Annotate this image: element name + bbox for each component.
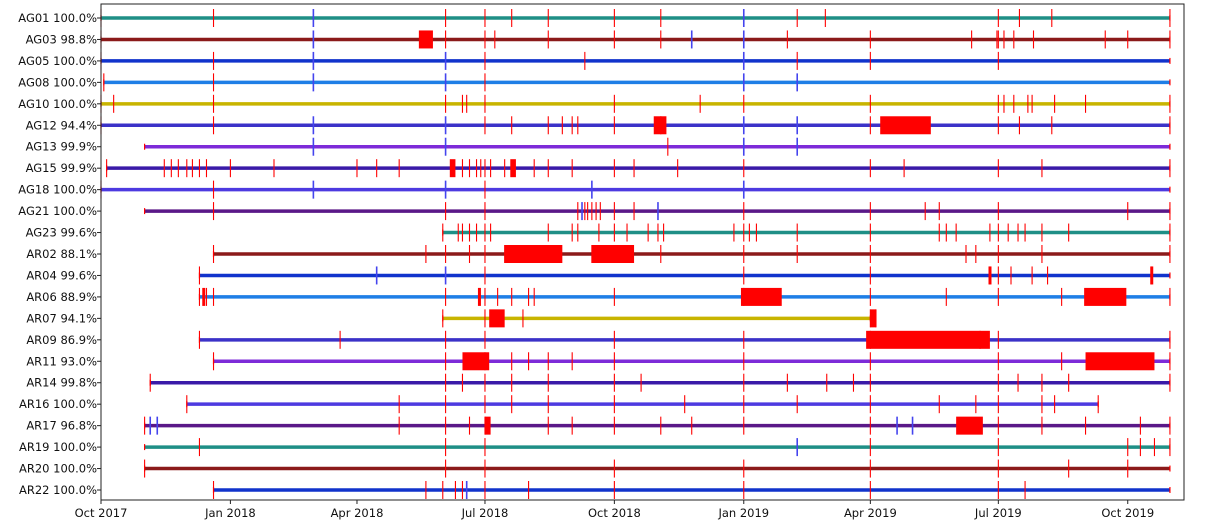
row-ag12 (100, 116, 1171, 135)
row-label: AG05 100.0% (18, 54, 97, 68)
x-tick-label: Jan 2019 (717, 506, 769, 520)
row-label: AG21 100.0% (18, 204, 97, 218)
data-gap (418, 30, 433, 49)
x-axis: Oct 2017 Jan 2018 Apr 2018 Jul 2018 Oct 2018… (75, 500, 1154, 520)
x-tick-label: Jan 2018 (204, 506, 256, 520)
data-gap (504, 245, 563, 263)
row-ar22 (212, 481, 1171, 499)
rows-layer (100, 9, 1171, 499)
data-gap (449, 159, 456, 178)
data-gap (956, 416, 983, 435)
row-label: AR16 100.0% (19, 397, 97, 411)
x-tick-label: Jul 2019 (974, 506, 1022, 520)
row-ar02 (212, 245, 1171, 263)
row-label: AG01 100.0% (18, 11, 97, 25)
data-gap (866, 330, 990, 349)
data-gap (1085, 352, 1155, 371)
row-ar17 (144, 416, 1171, 435)
data-gap (489, 309, 505, 328)
row-ar20 (144, 459, 1171, 478)
data-gap (202, 287, 206, 306)
row-ag21 (144, 202, 1171, 221)
data-gap (477, 287, 481, 306)
x-tick-label: Jul 2018 (461, 506, 509, 520)
row-label: AR14 99.8% (26, 376, 97, 390)
row-label: AG15 99.9% (26, 161, 97, 175)
row-label: AR09 86.9% (26, 333, 97, 347)
row-label: AR20 100.0% (19, 462, 97, 476)
x-tick-label: Oct 2017 (75, 506, 128, 520)
data-gap (510, 159, 516, 178)
row-ar04 (198, 266, 1171, 285)
x-tick-label: Oct 2018 (588, 506, 641, 520)
row-label: AG08 100.0% (18, 75, 97, 89)
row-ag03 (100, 30, 1171, 49)
row-label: AR17 96.8% (26, 419, 97, 433)
data-gap (880, 116, 931, 135)
data-gap (462, 352, 490, 371)
row-label: AG03 98.8% (26, 32, 97, 46)
row-label: AG10 100.0% (18, 97, 97, 111)
x-tick-label: Apr 2018 (331, 506, 384, 520)
plot-frame (100, 3, 1185, 501)
row-label: AG12 94.4% (26, 118, 97, 132)
data-gap (653, 116, 667, 135)
row-ar06 (198, 287, 1171, 306)
row-ag10 (100, 94, 1171, 113)
row-label: AR07 94.1% (26, 311, 97, 325)
row-label: AR22 100.0% (19, 483, 97, 497)
y-labels: AG01 100.0% AG03 98.8% AG05 100.0% AG08 100… (18, 11, 101, 497)
row-label: AR06 88.9% (26, 290, 97, 304)
data-gap (484, 416, 491, 435)
row-label: AR19 100.0% (19, 440, 97, 454)
data-gap (1150, 266, 1154, 285)
x-tick-label: Oct 2019 (1101, 506, 1154, 520)
data-gap (740, 287, 782, 306)
row-ar09 (198, 330, 1171, 349)
row-ar14 (149, 373, 1171, 392)
data-gap (1084, 287, 1127, 306)
row-ag18 (100, 180, 1171, 199)
row-ag08 (103, 73, 1171, 92)
row-ag23 (442, 223, 1171, 242)
row-ag13 (144, 137, 1171, 156)
row-label: AG18 100.0% (18, 183, 97, 197)
data-gap (870, 309, 876, 328)
row-ar07 (442, 309, 877, 328)
row-label: AR11 93.0% (26, 354, 97, 368)
row-label: AR04 99.6% (26, 268, 97, 282)
row-ag15 (106, 159, 1171, 178)
row-label: AG13 99.9% (26, 140, 97, 154)
data-gap (988, 266, 992, 285)
x-tick-label: Apr 2019 (844, 506, 897, 520)
row-ag01 (100, 9, 1171, 27)
row-ar16 (186, 395, 1099, 414)
row-label: AG23 99.6% (26, 226, 97, 240)
row-ar11 (212, 352, 1171, 371)
data-gap (591, 245, 635, 263)
row-label: AR02 88.1% (26, 247, 97, 261)
row-ag05 (100, 51, 1171, 70)
row-ar19 (144, 438, 1171, 457)
